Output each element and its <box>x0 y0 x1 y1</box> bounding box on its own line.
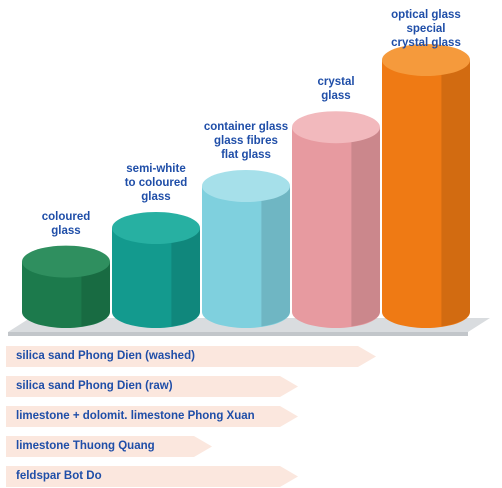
bar-label-semi-white-glass: semi-white to coloured glass <box>124 163 188 203</box>
cylinder-body <box>292 127 380 328</box>
material-arrow-limestone-thuong-quang: limestone Thuong Quang <box>6 436 212 457</box>
arrow-shape <box>6 406 298 427</box>
material-label: silica sand Phong Dien (washed) <box>16 350 195 362</box>
cylinder-bar <box>22 245 110 328</box>
cylinder-shade <box>351 127 380 327</box>
bar-label-coloured-glass: coloured glass <box>41 210 91 237</box>
material-label: limestone Thuong Quang <box>16 440 155 452</box>
cylinder-top <box>382 44 470 76</box>
material-label: limestone + dolomit. limestone Phong Xua… <box>16 410 255 422</box>
cylinder-body <box>22 261 110 328</box>
cylinder-shade <box>171 228 200 327</box>
cylinder-top <box>202 170 290 202</box>
cylinder-body <box>112 228 200 328</box>
cylinder-bar <box>382 44 470 328</box>
cylinder-body <box>382 60 470 328</box>
cylinder-bar <box>112 212 200 328</box>
material-label: silica sand Phong Dien (raw) <box>16 380 173 392</box>
material-arrow-feldspar-bot-do: feldspar Bot Do <box>6 466 298 487</box>
arrow-shape <box>6 376 298 397</box>
cylinder-shade <box>261 186 290 327</box>
material-arrow-silica-washed: silica sand Phong Dien (washed) <box>6 346 376 367</box>
cylinder-top <box>112 212 200 244</box>
cylinder-bar <box>292 111 380 328</box>
cylinder-shade <box>81 261 110 327</box>
cylinder-body <box>202 186 290 328</box>
material-label: feldspar Bot Do <box>16 470 102 482</box>
material-arrow-limestone-phong-xuan: limestone + dolomit. limestone Phong Xua… <box>6 406 298 427</box>
bar-label-optical-glass: optical glass special crystal glass <box>391 9 461 49</box>
cylinder-bar <box>202 170 290 328</box>
cylinder-bars <box>8 44 490 336</box>
arrow-shape <box>6 436 212 457</box>
bar-label-container-glass: container glass glass fibres flat glass <box>203 121 289 161</box>
cylinder-top <box>292 111 380 144</box>
cylinder-shade <box>441 60 470 327</box>
arrow-shape <box>6 346 376 367</box>
material-arrow-silica-raw: silica sand Phong Dien (raw) <box>6 376 298 397</box>
bar-diagram: coloured glass semi-white to coloured gl… <box>8 9 490 336</box>
arrow-shape <box>6 466 298 487</box>
cylinder-top <box>22 245 110 278</box>
floor-edge <box>8 332 468 336</box>
bar-label-crystal-glass: crystal glass <box>317 76 355 103</box>
